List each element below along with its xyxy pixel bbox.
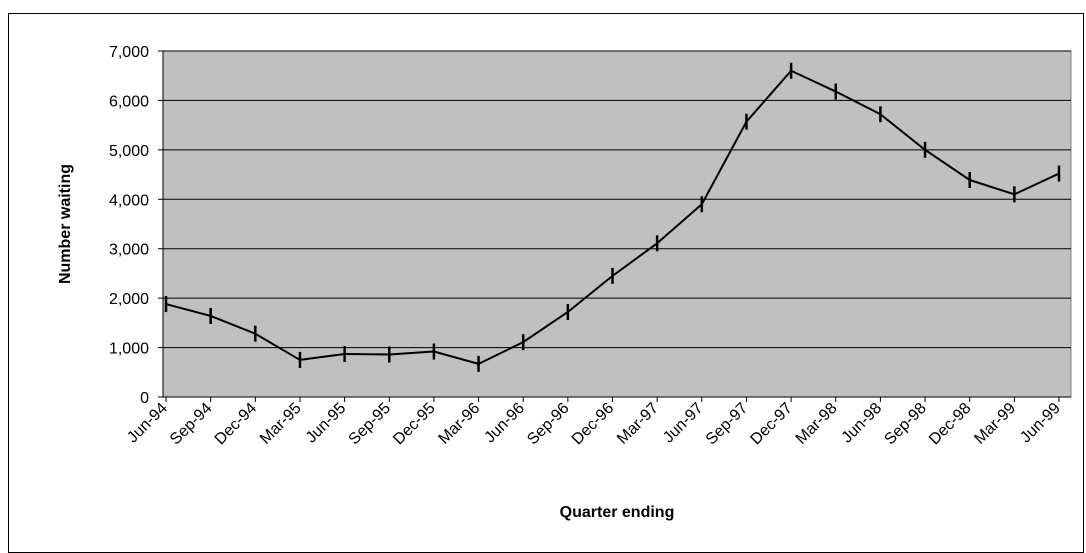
y-tick-label: 6,000	[109, 93, 149, 110]
x-tick-label: Mar-96	[436, 400, 484, 448]
x-tick-label: Dec-97	[747, 400, 796, 449]
x-tick-label: Dec-96	[569, 400, 618, 449]
x-tick-label: Dec-95	[390, 400, 439, 449]
x-tick-label: Sep-98	[881, 400, 930, 449]
x-tick-label: Sep-97	[703, 400, 752, 449]
y-tick-labels: 0 1,000 2,000 3,000 4,000 5,000 6,000 7,000	[109, 44, 149, 407]
x-tick-label: Mar-98	[793, 400, 841, 448]
x-tick-label: Dec-94	[212, 400, 261, 449]
x-axis-title: Quarter ending	[560, 504, 675, 521]
plot-area	[162, 50, 1072, 398]
x-tick-label: Jun-95	[303, 400, 350, 447]
x-tick-label: Jun-97	[660, 400, 707, 447]
y-axis-title: Number waiting	[57, 164, 74, 284]
y-tick-label: 2,000	[109, 291, 149, 308]
y-tick-label: 5,000	[109, 143, 149, 160]
x-tick-label: Mar-99	[971, 400, 1019, 448]
y-tick-label: 3,000	[109, 242, 149, 259]
y-tick-label: 4,000	[109, 192, 149, 209]
x-tick-label: Sep-94	[167, 400, 216, 449]
y-tick-label: 1,000	[109, 341, 149, 358]
x-tick-label: Dec-98	[926, 400, 975, 449]
x-tick-label: Sep-95	[346, 400, 395, 449]
x-tick-label: Mar-97	[614, 400, 662, 448]
x-tick-label: Sep-96	[524, 400, 573, 449]
x-tick-label: Mar-95	[257, 400, 305, 448]
x-tick-label: Jun-99	[1017, 400, 1064, 447]
x-tick-labels: Jun-94Sep-94Dec-94Mar-95Jun-95Sep-95Dec-…	[124, 400, 1064, 449]
series-layer	[164, 62, 1061, 372]
gridlines	[163, 50, 1071, 349]
axes	[158, 50, 1071, 402]
y-tick-label: 7,000	[109, 44, 149, 61]
x-tick-label: Jun-98	[839, 400, 886, 447]
x-tick-label: Jun-96	[481, 400, 528, 447]
y-tick-label: 0	[140, 390, 149, 407]
